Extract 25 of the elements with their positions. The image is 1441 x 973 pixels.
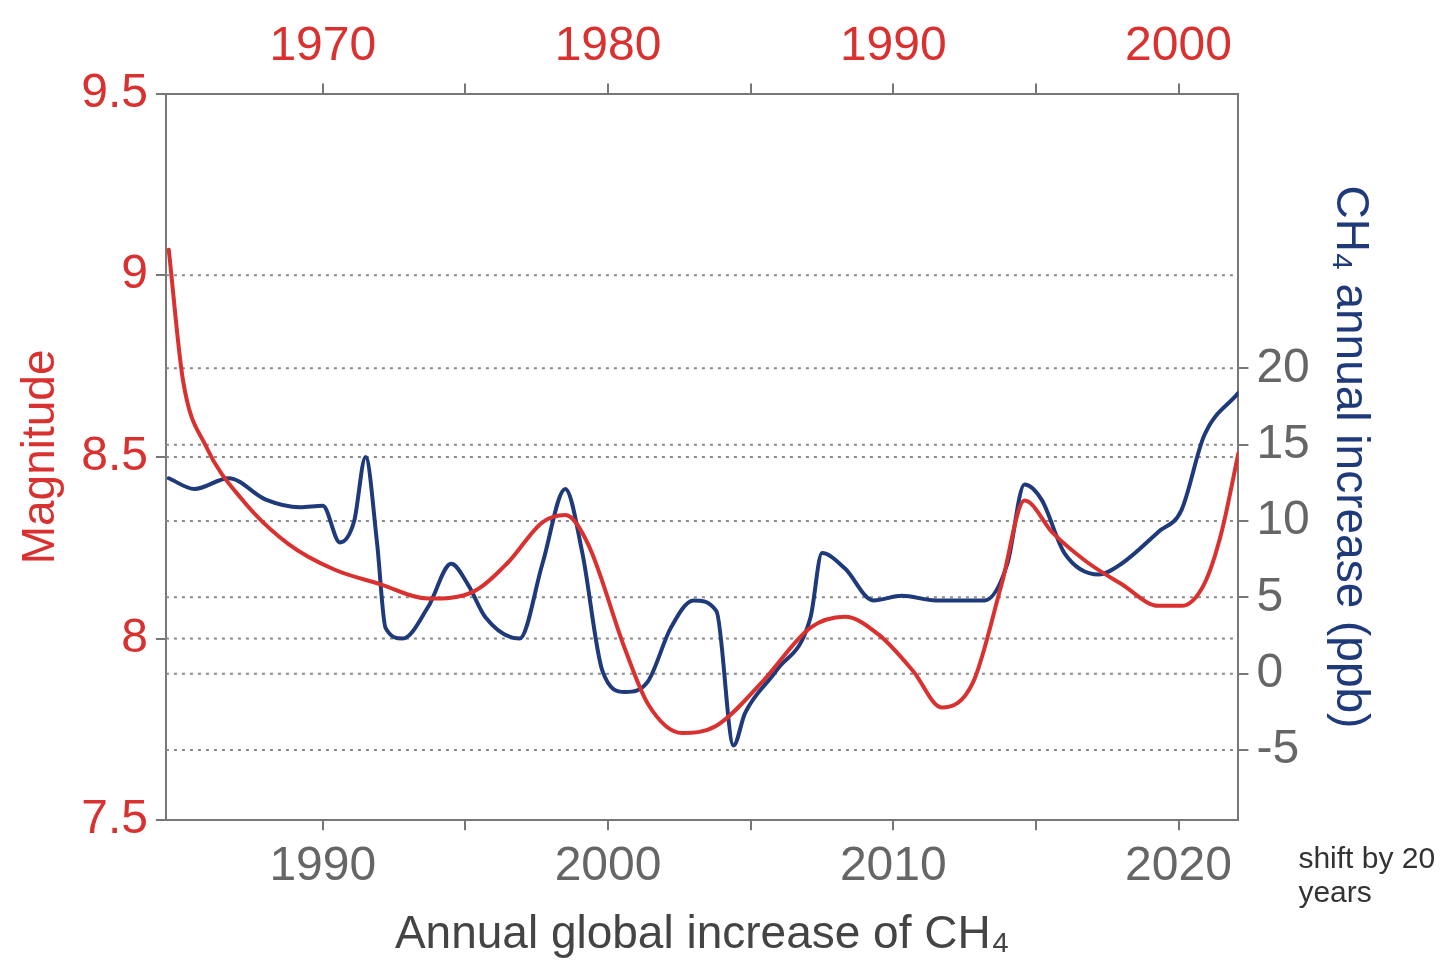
x-tick-label: 2020 [1125,837,1232,891]
line-series [166,390,1239,748]
y2-tick-label: 0 [1256,643,1284,697]
y2-tick-label: -5 [1256,720,1300,774]
x2-tick-label: 2000 [1125,17,1232,71]
y-tick-label: 9 [121,245,148,299]
y-tick-label: 8.5 [81,427,148,481]
y-tick-label: 7.5 [81,790,148,844]
y2-tick-label: 10 [1256,491,1310,545]
y2-tick-label: 15 [1256,414,1310,468]
y-tick-label: 9.5 [81,63,148,117]
y-tick-label: 8 [121,608,148,662]
y2-tick-label: 5 [1256,567,1284,621]
line-series [166,247,1239,736]
x2-tick-label: 1970 [269,17,377,71]
y-axis-title: Magnitude [12,349,65,565]
y2-tick-label: 20 [1256,338,1310,392]
x2-tick-label: 1980 [554,17,662,71]
x-axis-title: Annual global increase of CH₄ [394,906,1010,959]
y2-axis-title: CH₄ annual increase (ppb) [1326,185,1379,729]
x2-tick-label: 1990 [839,17,947,71]
x-tick-label: 2010 [839,837,947,891]
text: shift by 20 years [1298,841,1436,909]
x-tick-label: 2000 [554,837,662,891]
x-tick-label: 1990 [269,837,377,891]
